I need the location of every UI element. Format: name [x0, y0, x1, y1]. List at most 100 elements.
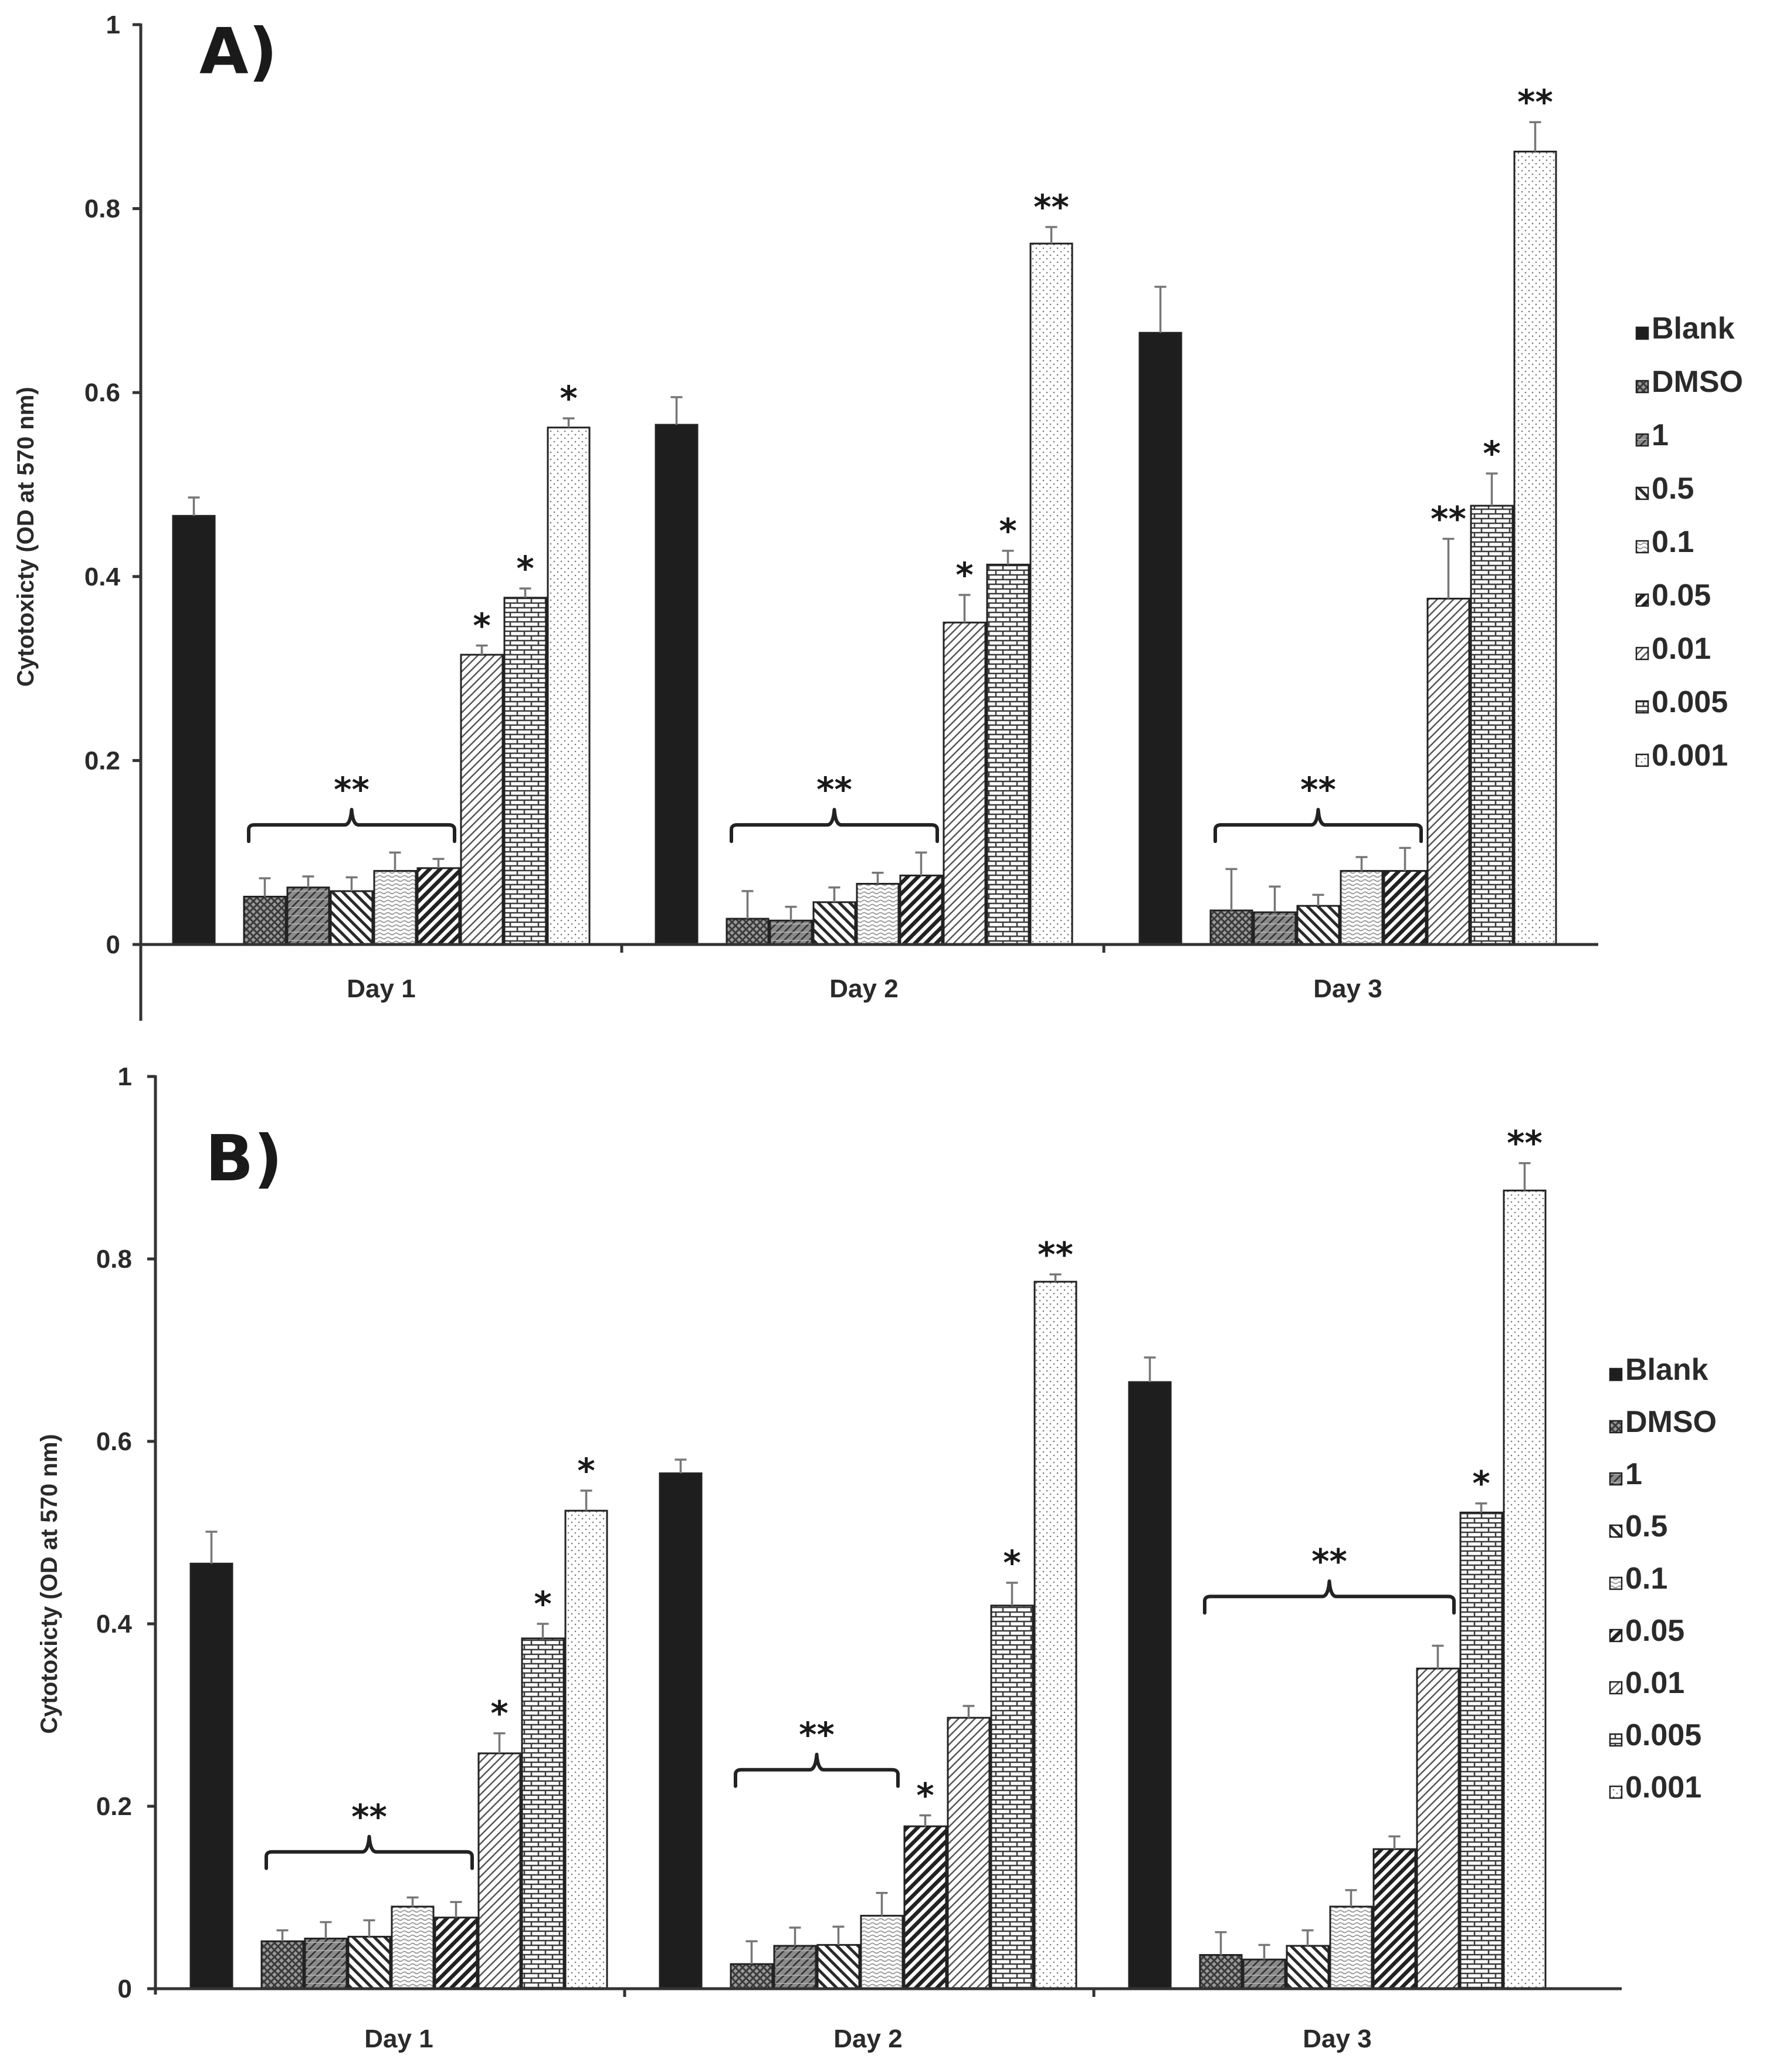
- error-bar: [493, 1732, 506, 1753]
- bar-day-2-1: [769, 919, 813, 946]
- bar-day-2-1: [773, 1945, 817, 1990]
- bar-day-2-0-01: [943, 621, 987, 946]
- error-bar: [432, 858, 445, 868]
- error-bar: [406, 1896, 419, 1907]
- x-axis-categories: Day 1 Day 2 Day 3: [347, 974, 1382, 1003]
- legend: Blank DMSO 1 0.5 0.1 0.05 0.01 0.005 0.001: [1609, 1353, 1717, 1804]
- x-category-label: Day 3: [1313, 974, 1382, 1003]
- error-bar: [876, 1891, 888, 1916]
- legend-swatch-blank: [1609, 1367, 1623, 1382]
- bar-day-2-dmso: [730, 1963, 774, 1990]
- bar-day-2-blank: [655, 424, 699, 946]
- significance-mark: *: [560, 378, 577, 418]
- axes: [154, 1075, 1622, 1997]
- significance-mark: *: [916, 1776, 934, 1816]
- legend-label-1: 1: [1625, 1457, 1642, 1491]
- bar-day-2-0-5: [816, 1944, 860, 1990]
- error-bar: [1154, 286, 1167, 333]
- significance-mark: *: [577, 1451, 595, 1491]
- significance-mark: *: [473, 605, 490, 645]
- y-tick-label: 0.2: [84, 746, 120, 775]
- legend-swatch-0-5: [1609, 1524, 1623, 1538]
- error-bar: [670, 396, 683, 425]
- error-bar: [1215, 1931, 1227, 1955]
- bar-day-3-dmso: [1199, 1953, 1243, 1990]
- y-axis-ticks: 0 0.2 0.4 0.6 0.8 1: [84, 11, 141, 959]
- error-bar: [302, 875, 314, 888]
- legend-label-0-5: 0.5: [1625, 1509, 1667, 1543]
- legend-label-dmso: DMSO: [1652, 365, 1743, 399]
- bar-day-1-0-005: [521, 1637, 565, 1990]
- x-category-label: Day 1: [364, 2024, 433, 2053]
- error-bar: [741, 890, 754, 919]
- bar-day-3-dmso: [1209, 909, 1253, 946]
- error-bar: [1049, 1273, 1062, 1282]
- legend-swatch-0-001: [1609, 1785, 1623, 1799]
- y-tick-label: 0.4: [84, 563, 121, 591]
- error-bar: [1529, 121, 1541, 152]
- bars: [189, 1162, 1547, 1990]
- legend-swatch-0-01: [1609, 1681, 1623, 1695]
- axes: [139, 23, 1598, 1021]
- x-category-label: Day 2: [829, 974, 898, 1003]
- legend-swatch-0-1: [1609, 1576, 1623, 1590]
- bar-day-2-0-5: [812, 901, 856, 946]
- y-tick-label: 0.6: [96, 1427, 132, 1456]
- panel-a: A) Cytotoxicty (OD at 570 nm) 0 0.2 0.4 0.6…: [13, 11, 1743, 1021]
- legend-label-0-05: 0.05: [1625, 1614, 1684, 1648]
- bar-day-2-blank: [659, 1472, 703, 1990]
- significance-mark: *: [1483, 434, 1500, 473]
- bar-day-3-0-05: [1383, 870, 1427, 946]
- error-bar: [1518, 1162, 1531, 1191]
- bar-day-3-0-001: [1513, 150, 1557, 946]
- x-category-label: Day 3: [1303, 2024, 1371, 2053]
- bar-day-1-blank: [189, 1562, 233, 1990]
- significance-mark: *: [1472, 1464, 1490, 1504]
- significance-mark: *: [955, 555, 973, 595]
- error-bar: [1301, 1929, 1314, 1946]
- legend-label-0-01: 0.01: [1652, 632, 1711, 666]
- bar-day-1-0-1: [373, 870, 417, 946]
- bar-day-3-0-01: [1416, 1667, 1460, 1990]
- legend: Blank DMSO 1 0.5 0.1 0.05 0.01 0.005 0.001: [1635, 312, 1743, 773]
- bar-day-2-0-05: [899, 874, 943, 946]
- legend-label-0-005: 0.005: [1625, 1718, 1701, 1752]
- error-bar: [962, 1705, 975, 1718]
- x-axis-categories: Day 1 Day 2 Day 3: [364, 2024, 1371, 2053]
- bar-day-1-dmso: [243, 895, 287, 946]
- error-bar: [1486, 472, 1498, 506]
- error-bar: [1345, 1889, 1357, 1907]
- significance-mark: **: [334, 770, 370, 810]
- error-bar: [389, 851, 401, 871]
- legend-swatch-0-001: [1635, 753, 1649, 767]
- legend-label-0-005: 0.005: [1652, 685, 1728, 719]
- significance-mark: *: [490, 1694, 508, 1734]
- error-bar: [1399, 847, 1411, 871]
- bar-day-3-blank: [1128, 1381, 1172, 1990]
- bar-day-2-0-005: [990, 1604, 1034, 1990]
- significance-mark: **: [816, 770, 852, 810]
- bar-day-2-0-001: [1029, 242, 1073, 946]
- legend-label-0-1: 0.1: [1652, 525, 1694, 559]
- panel-label: A): [199, 15, 277, 89]
- y-tick-label: 0: [106, 930, 120, 959]
- legend-label-dmso: DMSO: [1625, 1405, 1717, 1439]
- legend-swatch-0-005: [1609, 1733, 1623, 1747]
- legend-swatch-0-01: [1635, 646, 1649, 661]
- y-tick-label: 0: [118, 1975, 132, 2003]
- bar-day-1-1: [304, 1937, 348, 1990]
- error-bar: [537, 1623, 549, 1638]
- error-bar: [958, 594, 971, 623]
- error-bar: [1002, 550, 1014, 565]
- legend-swatch-1: [1635, 433, 1649, 447]
- error-bar: [580, 1489, 592, 1511]
- legend-swatch-blank: [1635, 326, 1649, 340]
- bar-day-2-dmso: [726, 917, 770, 946]
- significance-bracket: [734, 1752, 900, 1788]
- bar-day-1-0-5: [347, 1935, 391, 1990]
- bar-day-1-0-1: [391, 1905, 435, 1990]
- legend-label-0-001: 0.001: [1625, 1770, 1701, 1804]
- legend-label-0-5: 0.5: [1652, 472, 1694, 506]
- error-bar: [1225, 868, 1238, 910]
- error-bar: [1045, 226, 1057, 244]
